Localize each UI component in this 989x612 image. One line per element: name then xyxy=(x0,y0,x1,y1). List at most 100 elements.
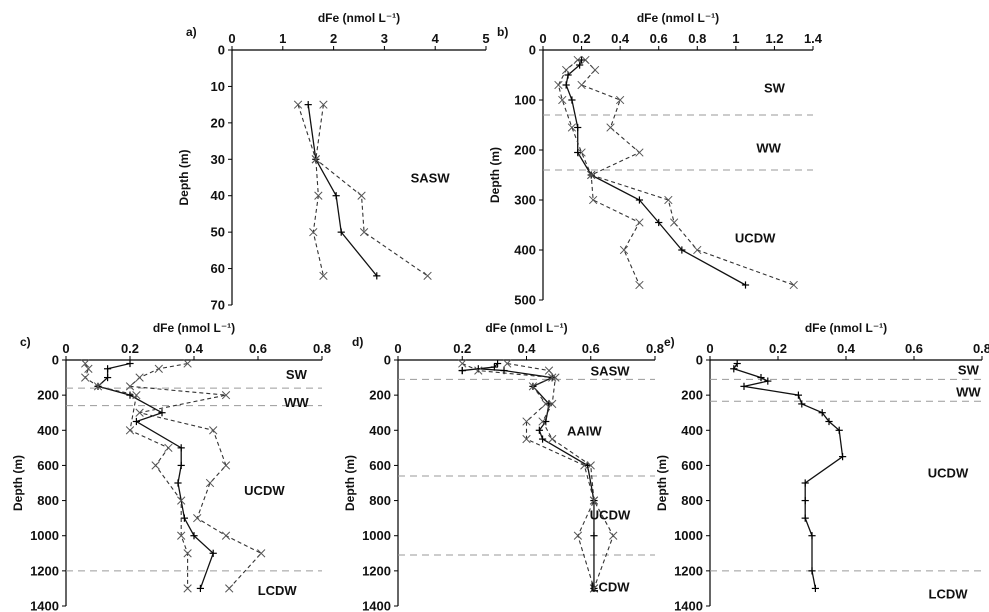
bound-data-point xyxy=(589,496,599,505)
x-tick-label: 0.8 xyxy=(973,341,989,356)
x-tick-label: 0.4 xyxy=(185,341,204,356)
water-mass-label: LCDW xyxy=(929,587,969,602)
y-tick-label: 600 xyxy=(681,458,703,473)
bound-data-point xyxy=(522,434,531,444)
bound-data-point xyxy=(125,426,135,435)
water-mass-label: WW xyxy=(756,141,781,156)
y-tick-label: 0 xyxy=(218,43,225,58)
panel-a: a)dFe (nmol L⁻¹)Depth (m)0 1 2 3 4 5010203040… xyxy=(177,11,490,313)
water-mass-label: SW xyxy=(958,363,980,378)
bound-data-point xyxy=(177,531,186,540)
x-tick-label: 4 xyxy=(432,31,440,46)
water-mass-label: UCDW xyxy=(244,483,285,498)
mean-data-point xyxy=(811,584,819,593)
y-tick-label: 1400 xyxy=(30,599,59,612)
y-tick-label: 200 xyxy=(681,388,703,403)
mean-data-point xyxy=(801,479,809,487)
mean-data-point xyxy=(196,584,204,593)
mean-data-point xyxy=(808,532,816,540)
mean-data-point xyxy=(741,281,750,289)
mean-data-point xyxy=(373,272,381,280)
x-tick-label: 0 xyxy=(62,341,69,356)
y-tick-label: 60 xyxy=(211,261,225,276)
bound-data-point xyxy=(225,584,234,593)
mean-data-point xyxy=(126,391,134,399)
water-mass-label: SASW xyxy=(411,171,451,186)
bound-data-point xyxy=(588,195,598,205)
bound-data-point xyxy=(309,227,318,237)
y-tick-label: 1000 xyxy=(674,528,703,543)
mean-data-point xyxy=(104,365,112,373)
y-tick-label: 800 xyxy=(37,493,59,508)
bound-data-point xyxy=(528,382,538,391)
bound-data-point xyxy=(319,271,328,281)
mean-data-point xyxy=(801,514,809,522)
x-tick-label: 1 xyxy=(732,31,739,46)
x-tick-label: 0.4 xyxy=(837,341,856,356)
bound-data-point xyxy=(209,426,218,435)
mean-data-point xyxy=(764,377,772,385)
y-tick-label: 600 xyxy=(369,458,391,473)
bound-profile-line xyxy=(557,59,641,286)
bound-data-point xyxy=(221,531,231,540)
x-axis-title: dFe (nmol L⁻¹) xyxy=(153,321,235,335)
bound-data-point xyxy=(154,364,163,373)
mean-data-point xyxy=(730,365,738,373)
bound-data-point xyxy=(522,417,531,426)
panel-e: e) dFe (nmol L⁻¹) Depth (m) 0 0.2 0.4 0.6 0.8 0 2… xyxy=(655,321,989,612)
y-tick-label: 10 xyxy=(211,79,225,94)
x-tick-label: 5 xyxy=(482,31,489,46)
water-mass-label: WW xyxy=(956,385,981,400)
panel-tag: d) xyxy=(352,335,363,349)
bound-data-point xyxy=(635,218,644,227)
mean-data-point xyxy=(104,373,112,382)
bound-data-point xyxy=(135,373,144,382)
x-tick-label: 0.2 xyxy=(121,341,139,356)
x-tick-label: 1 xyxy=(279,31,286,46)
mean-data-point xyxy=(568,96,576,104)
water-mass-label: LCDW xyxy=(258,583,298,598)
bound-data-point xyxy=(183,549,192,558)
x-tick-label: 0.6 xyxy=(650,31,668,46)
y-tick-label: 70 xyxy=(211,298,225,313)
y-axis-title: Depth (m) xyxy=(11,455,25,511)
x-tick-label: 0.8 xyxy=(688,31,706,46)
bound-data-point xyxy=(586,461,595,470)
panel-tag: b) xyxy=(497,25,508,39)
bound-data-point xyxy=(474,366,483,375)
y-tick-label: 100 xyxy=(514,93,536,108)
mean-data-point xyxy=(794,391,802,399)
x-tick-label: 0 xyxy=(394,341,401,356)
bound-data-point xyxy=(359,227,369,237)
water-mass-label: SASW xyxy=(591,364,631,379)
bound-data-point xyxy=(587,170,596,180)
mean-profile-line xyxy=(732,363,844,589)
panel-tag: c) xyxy=(20,335,31,349)
mean-data-point xyxy=(474,365,482,373)
mean-data-point xyxy=(493,359,502,368)
bound-data-point xyxy=(423,271,432,281)
water-mass-label: SW xyxy=(286,367,308,382)
bound-data-point xyxy=(561,65,571,75)
mean-data-point xyxy=(577,56,586,64)
mean-data-point xyxy=(590,532,598,540)
mean-data-point xyxy=(538,435,547,443)
mean-data-point xyxy=(209,549,217,557)
bound-data-point xyxy=(619,245,629,255)
mean-data-point xyxy=(190,532,198,540)
y-tick-label: 800 xyxy=(681,493,703,508)
bound-data-point xyxy=(81,373,90,382)
x-tick-label: 0 xyxy=(539,31,546,46)
x-tick-label: 3 xyxy=(381,31,388,46)
bound-profile-line xyxy=(580,59,794,286)
y-tick-label: 200 xyxy=(37,388,59,403)
y-tick-label: 30 xyxy=(211,152,225,167)
y-tick-label: 20 xyxy=(211,115,225,130)
mean-data-point xyxy=(545,400,553,408)
mean-profile-line xyxy=(96,362,214,589)
panel-c: c) dFe (nmol L⁻¹) Depth (m) 0 0.2 0.4 0.6 0.8 0 2… xyxy=(11,321,331,612)
x-tick-label: 0.2 xyxy=(453,341,471,356)
bound-data-point xyxy=(135,408,144,417)
bound-data-point xyxy=(205,478,215,488)
bound-data-point xyxy=(548,399,557,409)
